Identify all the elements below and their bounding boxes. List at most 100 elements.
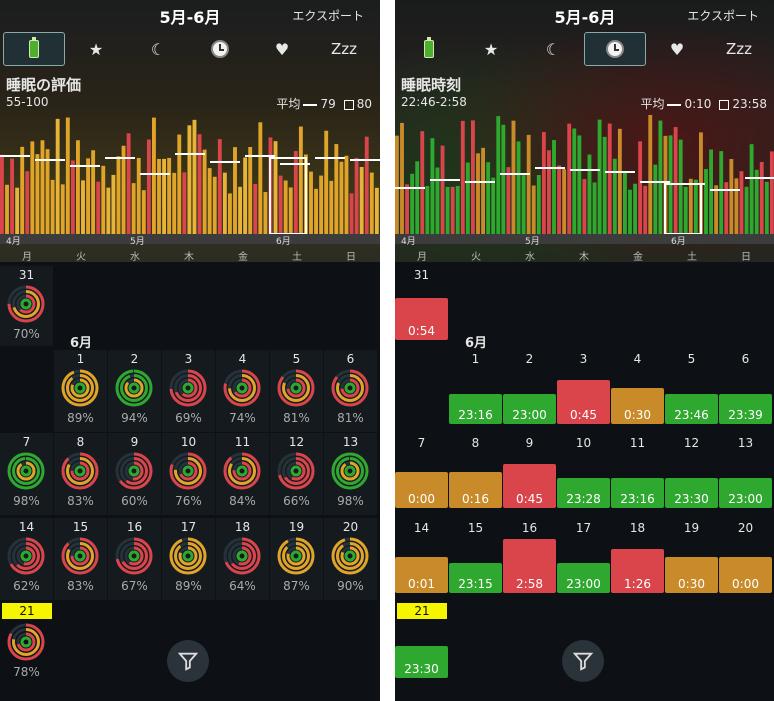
bedtime-box[interactable]: 23:00 bbox=[557, 563, 610, 593]
bedtime-box[interactable]: 23:00 bbox=[503, 394, 556, 424]
tab-star[interactable]: ★ bbox=[460, 32, 522, 66]
chart-bar bbox=[724, 182, 729, 234]
today-marker[interactable]: 21 bbox=[397, 603, 447, 619]
tab-heart[interactable]: ♥ bbox=[251, 32, 313, 66]
today-marker[interactable]: 21 bbox=[2, 603, 52, 619]
bedtime-box[interactable]: 23:46 bbox=[665, 394, 718, 424]
calendar-day-cell[interactable]: 20 90% bbox=[324, 518, 377, 600]
chart-bar bbox=[222, 172, 227, 234]
metric-title: 睡眠時刻 bbox=[401, 76, 462, 94]
tab-battery[interactable] bbox=[398, 32, 460, 66]
chart-bar bbox=[288, 187, 293, 234]
chart-bar bbox=[202, 149, 207, 234]
timeline-axis bbox=[0, 234, 380, 244]
calendar-day-cell[interactable]: 11 84% bbox=[216, 433, 269, 515]
bedtime-box[interactable]: 0:45 bbox=[503, 464, 556, 508]
bedtime-box[interactable]: 0:00 bbox=[719, 557, 772, 593]
day-number: 12 bbox=[288, 435, 305, 449]
bedtime-box[interactable]: 0:01 bbox=[395, 557, 448, 593]
bedtime-box[interactable]: 2:58 bbox=[503, 539, 556, 593]
average-value: 0:10 bbox=[684, 97, 712, 111]
calendar-day-cell[interactable]: 6 81% bbox=[324, 350, 377, 432]
bedtime-box[interactable]: 0:00 bbox=[395, 472, 448, 508]
calendar-day-cell[interactable]: 15 83% bbox=[54, 518, 107, 600]
export-button[interactable]: エクスポート bbox=[687, 9, 759, 23]
calendar-day-cell[interactable]: 4 74% bbox=[216, 350, 269, 432]
calendar-day-cell[interactable]: 5 81% bbox=[270, 350, 323, 432]
chart-bar bbox=[476, 153, 480, 234]
bedtime-box[interactable]: 23:16 bbox=[449, 394, 502, 424]
tab-star[interactable]: ★ bbox=[65, 32, 127, 66]
bedtime-box[interactable]: 23:30 bbox=[395, 646, 448, 678]
chart-bar bbox=[35, 154, 40, 234]
score-percent: 60% bbox=[121, 494, 148, 508]
chart-bar bbox=[258, 122, 263, 234]
calendar-day-cell[interactable]: 17 89% bbox=[162, 518, 215, 600]
calendar-day-cell[interactable]: 31 70% bbox=[0, 266, 53, 346]
calendar-day-cell[interactable]: 18 64% bbox=[216, 518, 269, 600]
current-week-box bbox=[269, 157, 307, 234]
bedtime-box[interactable]: 1:26 bbox=[611, 549, 664, 593]
bedtime-bar-chart[interactable] bbox=[395, 108, 774, 234]
calendar-day-cell[interactable]: 19 87% bbox=[270, 518, 323, 600]
calendar-day-cell[interactable]: 16 67% bbox=[108, 518, 161, 600]
heart-icon: ♥ bbox=[669, 39, 685, 59]
chart-bar bbox=[536, 175, 541, 234]
weekday-label: 火 bbox=[471, 252, 481, 263]
chart-bar bbox=[228, 193, 232, 234]
chart-bar bbox=[339, 161, 344, 234]
export-button[interactable]: エクスポート bbox=[292, 9, 364, 23]
calendar-day-cell[interactable]: 10 76% bbox=[162, 433, 215, 515]
calendar-day-cell[interactable]: 13 98% bbox=[324, 433, 377, 515]
calendar-day-cell[interactable]: 9 60% bbox=[108, 433, 161, 515]
month-label-may: 5月 bbox=[130, 237, 145, 247]
bedtime-box[interactable]: 0:16 bbox=[449, 472, 502, 508]
tab-zzz[interactable]: Zzz bbox=[708, 32, 770, 66]
bedtime-box[interactable]: 0:54 bbox=[395, 298, 448, 340]
score-percent: 83% bbox=[67, 494, 94, 508]
chart-bar bbox=[496, 116, 501, 234]
average-label: 平均 bbox=[276, 97, 301, 111]
calendar-day-cell[interactable]: 7 98% bbox=[0, 433, 53, 515]
bedtime-box[interactable]: 0:30 bbox=[611, 388, 664, 424]
chart-bar bbox=[309, 171, 313, 234]
chart-bar bbox=[450, 186, 455, 234]
calendar-day-cell[interactable]: 14 62% bbox=[0, 518, 53, 600]
calendar-day-cell[interactable]: 12 66% bbox=[270, 433, 323, 515]
calendar-day-cell[interactable]: 1 89% bbox=[54, 350, 107, 432]
bedtime-box[interactable]: 23:28 bbox=[557, 478, 610, 508]
chart-bar bbox=[465, 162, 470, 234]
filter-button[interactable] bbox=[562, 640, 604, 682]
calendar-day-cell[interactable]: 2 94% bbox=[108, 350, 161, 432]
chart-bar bbox=[106, 187, 111, 234]
chart-bar bbox=[577, 135, 582, 234]
score-ring-icon bbox=[115, 537, 153, 575]
score-percent: 81% bbox=[283, 411, 310, 425]
bedtime-box[interactable]: 23:16 bbox=[611, 478, 664, 508]
bedtime-box[interactable]: 23:00 bbox=[719, 478, 772, 508]
score-ring-icon bbox=[169, 369, 207, 407]
day-number: 6 bbox=[741, 352, 750, 366]
tab-heart[interactable]: ♥ bbox=[646, 32, 708, 66]
score-bar-chart[interactable] bbox=[0, 108, 380, 234]
chart-bar bbox=[298, 126, 303, 234]
calendar-day-cell[interactable]: 3 69% bbox=[162, 350, 215, 432]
bedtime-box[interactable]: 23:30 bbox=[665, 478, 718, 508]
bedtime-box[interactable]: 0:30 bbox=[665, 557, 718, 593]
score-percent: 69% bbox=[175, 411, 202, 425]
bedtime-box[interactable]: 0:45 bbox=[557, 380, 610, 424]
tab-moon[interactable]: ☾ bbox=[522, 32, 584, 66]
chart-bar bbox=[283, 180, 288, 234]
tab-clock[interactable] bbox=[584, 32, 646, 66]
filter-button[interactable] bbox=[167, 640, 209, 682]
tab-clock[interactable] bbox=[189, 32, 251, 66]
tab-zzz[interactable]: Zzz bbox=[313, 32, 375, 66]
bedtime-box[interactable]: 23:39 bbox=[719, 394, 772, 424]
calendar-day-cell[interactable]: 8 83% bbox=[54, 433, 107, 515]
day-number: 17 bbox=[575, 521, 592, 535]
tab-moon[interactable]: ☾ bbox=[127, 32, 189, 66]
bedtime-box[interactable]: 23:15 bbox=[449, 563, 502, 593]
tab-battery[interactable] bbox=[3, 32, 65, 66]
chart-bar bbox=[55, 118, 60, 234]
